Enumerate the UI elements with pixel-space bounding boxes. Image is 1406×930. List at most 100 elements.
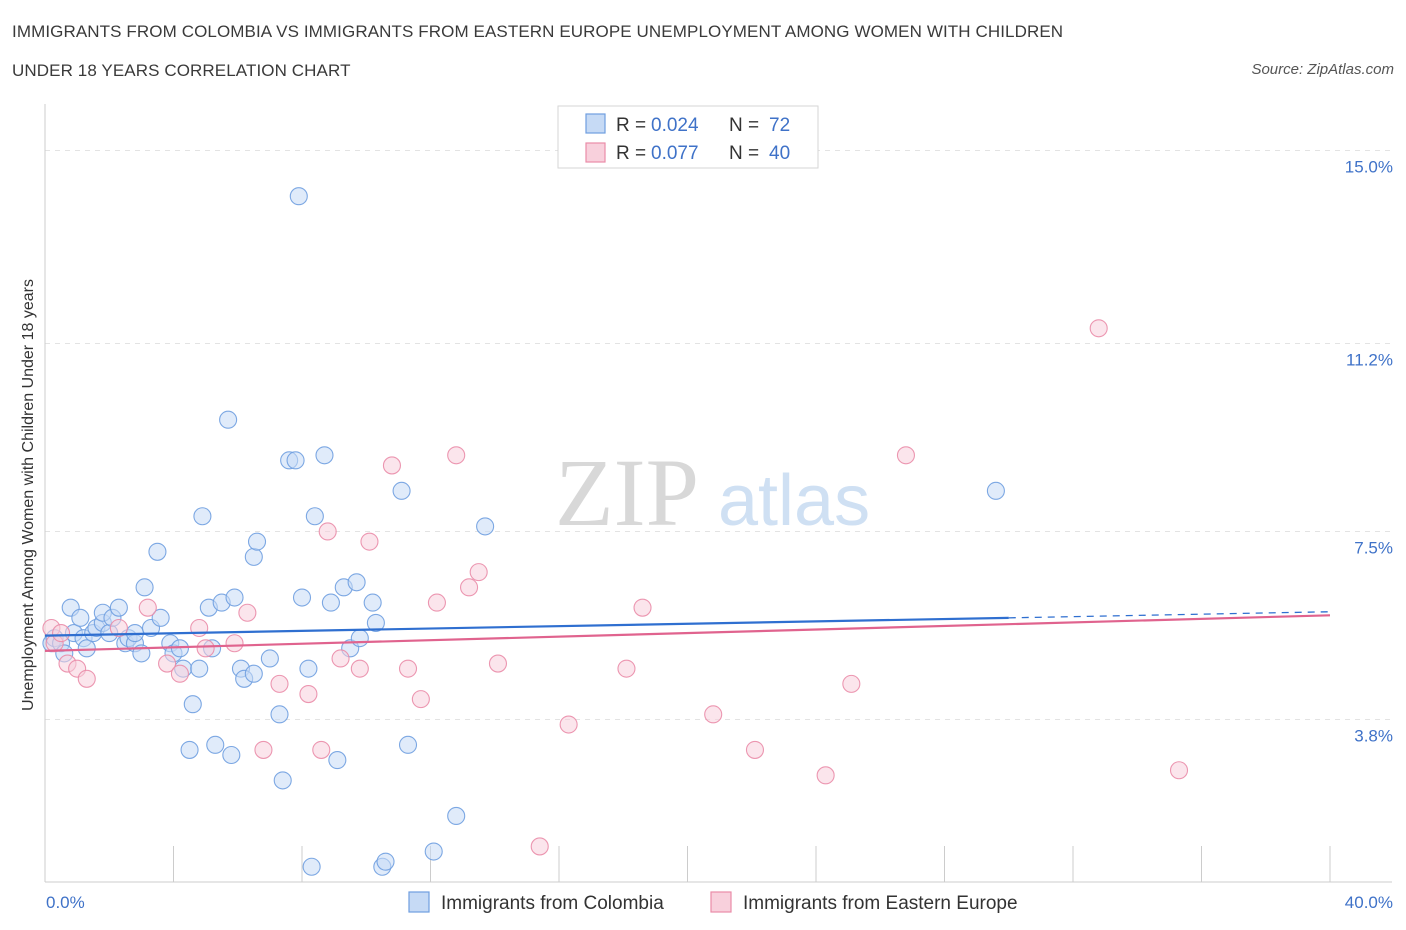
eastern-europe-point [427, 593, 446, 612]
eastern-europe-point [312, 740, 331, 759]
colombia-point [183, 695, 202, 714]
colombia-point [71, 608, 90, 627]
eastern-europe-point [1089, 319, 1108, 338]
eastern-europe-point [1169, 761, 1189, 780]
legend-n-value-eastern-europe: 40 [769, 143, 790, 164]
legend-n-label-eastern-europe: N = [729, 143, 759, 164]
colombia-point [986, 481, 1005, 500]
colombia-point [366, 613, 385, 632]
colombia-point [315, 446, 334, 465]
bottom-legend-swatch-eastern-europe [710, 891, 732, 913]
colombia-point [247, 532, 267, 551]
x-tick-label-min: 0.0% [46, 893, 85, 912]
colombia-point [398, 735, 418, 754]
eastern-europe-point [745, 740, 765, 759]
eastern-europe-point [318, 522, 337, 541]
legend-r-value-colombia: 0.024 [651, 115, 699, 136]
eastern-europe-point [633, 598, 652, 617]
eastern-europe-point [360, 532, 379, 551]
eastern-europe-point [459, 578, 479, 597]
eastern-europe-point [398, 659, 418, 678]
colombia-point [392, 481, 411, 500]
colombia-point [289, 187, 308, 206]
eastern-europe-point [254, 740, 273, 759]
colombia-point [193, 507, 212, 526]
trend-layer [44, 611, 1331, 652]
colombia-point [77, 639, 96, 658]
eastern-europe-point [158, 654, 177, 673]
chart-title-line-1: IMMIGRANTS FROM COLOMBIA VS IMMIGRANTS F… [12, 22, 1064, 41]
colombia-point [305, 507, 324, 526]
x-tick-label-max: 40.0% [1345, 893, 1393, 912]
eastern-europe-point [52, 624, 71, 643]
colombia-point [321, 593, 340, 612]
colombia-point [447, 806, 466, 826]
eastern-europe-point [411, 690, 430, 709]
legend-n-label-colombia: N = [729, 115, 759, 136]
eastern-europe-point [382, 456, 402, 475]
bottom-legend: Immigrants from Colombia Immigrants from… [408, 891, 1018, 914]
eastern-europe-point [77, 669, 96, 688]
y-tick-label: 15.0% [1345, 157, 1393, 176]
colombia-point [225, 588, 244, 607]
chart-title-line-2: UNDER 18 YEARS CORRELATION CHART [12, 61, 351, 80]
colombia-point [206, 735, 225, 754]
colombia-point [190, 659, 209, 678]
eastern-europe-point [704, 705, 723, 724]
eastern-europe-point [238, 603, 257, 622]
legend-swatch-colombia [585, 113, 606, 134]
colombia-point [273, 771, 292, 790]
watermark-zip: ZIP [555, 439, 699, 546]
colombia-point [260, 649, 279, 668]
y-tick-label: 7.5% [1354, 538, 1393, 557]
legend-n-value-colombia: 72 [769, 115, 790, 136]
trend-line-colombia-extension [1008, 611, 1331, 619]
colombia-point [424, 842, 443, 861]
series-colombia-points [42, 187, 1005, 876]
watermark-atlas: atlas [718, 461, 870, 541]
colombia-point [286, 451, 305, 470]
eastern-europe-point [488, 654, 508, 673]
colombia-point [299, 659, 318, 678]
eastern-europe-point [170, 664, 189, 683]
legend-box: R = 0.024 N = 72 R = 0.077 N = 40 [557, 105, 819, 169]
bottom-legend-label-eastern-europe: Immigrants from Eastern Europe [743, 893, 1018, 914]
eastern-europe-point [447, 446, 466, 465]
colombia-point [270, 705, 289, 724]
colombia-point [476, 517, 495, 536]
colombia-point [109, 598, 128, 617]
eastern-europe-point [896, 446, 916, 465]
eastern-europe-point [559, 715, 578, 734]
colombia-point [292, 588, 312, 607]
bottom-legend-swatch-colombia [408, 891, 430, 913]
colombia-point [244, 664, 263, 683]
colombia-point [328, 751, 347, 770]
colombia-point [219, 410, 238, 429]
eastern-europe-point [530, 837, 549, 856]
eastern-europe-point [225, 634, 244, 653]
colombia-point [222, 745, 241, 765]
eastern-europe-point [617, 659, 636, 678]
trend-line-colombia [44, 616, 1009, 637]
source-credit: Source: ZipAtlas.com [1251, 61, 1394, 78]
colombia-point [180, 740, 199, 759]
legend-r-label-eastern-europe: R = [616, 143, 646, 164]
grid-layer: 3.8% 7.5% 11.2% 15.0% [45, 149, 1393, 745]
eastern-europe-point [196, 639, 215, 658]
colombia-point [135, 578, 154, 597]
series-eastern-europe-points [42, 319, 1189, 856]
eastern-europe-point [109, 618, 128, 638]
eastern-europe-point [299, 684, 318, 704]
colombia-point [350, 629, 369, 648]
watermark: ZIP atlas [555, 439, 870, 546]
legend-swatch-eastern-europe [585, 142, 606, 163]
eastern-europe-point [331, 649, 350, 668]
y-tick-label: 3.8% [1354, 726, 1393, 745]
y-axis-label: Unemployment Among Women with Children U… [20, 279, 37, 711]
colombia-point [376, 852, 395, 871]
eastern-europe-point [816, 766, 835, 785]
trend-line-eastern-europe [44, 614, 1331, 652]
colombia-point [302, 857, 321, 876]
y-tick-label: 11.2% [1346, 351, 1393, 370]
